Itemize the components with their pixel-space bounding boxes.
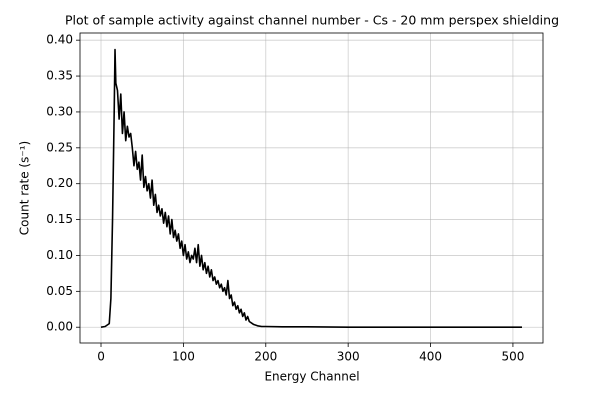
y-tick-label: 0.00 bbox=[46, 320, 73, 334]
data-line bbox=[100, 48, 522, 329]
chart-title: Plot of sample activity against channel … bbox=[65, 13, 559, 28]
x-tick-label: 300 bbox=[337, 350, 360, 364]
x-tick-label: 200 bbox=[254, 350, 277, 364]
y-tick-label: 0.25 bbox=[46, 140, 73, 154]
x-tick-label: 0 bbox=[97, 350, 105, 364]
y-tick-label: 0.15 bbox=[46, 212, 73, 226]
x-axis-label: Energy Channel bbox=[264, 370, 359, 384]
y-tick-label: 0.20 bbox=[46, 176, 73, 190]
y-axis-label: Count rate (s⁻¹) bbox=[18, 141, 32, 235]
y-tick-label: 0.30 bbox=[46, 104, 73, 118]
x-tick-label: 500 bbox=[501, 350, 524, 364]
y-tick-label: 0.10 bbox=[46, 248, 73, 262]
y-tick-label: 0.40 bbox=[46, 33, 73, 47]
x-tick-label: 100 bbox=[172, 350, 195, 364]
y-tick-label: 0.35 bbox=[46, 69, 73, 83]
plot-frame bbox=[79, 32, 544, 344]
y-tick-label: 0.05 bbox=[46, 284, 73, 298]
x-tick-label: 400 bbox=[419, 350, 442, 364]
